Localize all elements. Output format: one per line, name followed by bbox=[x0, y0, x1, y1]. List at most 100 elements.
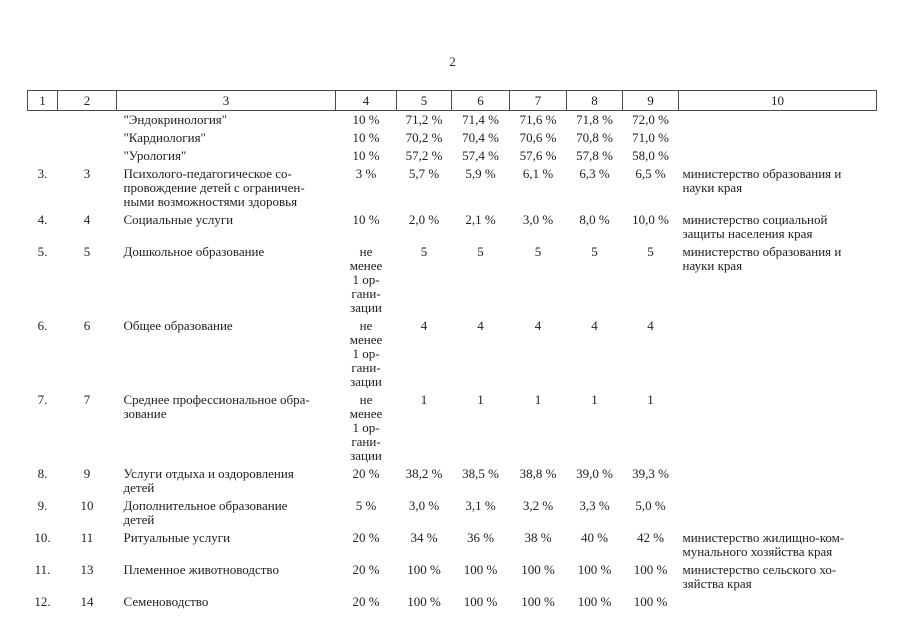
cell-c1 bbox=[28, 129, 58, 147]
cell-c5: 57,2 % bbox=[405, 148, 443, 163]
cell-c6: 38,5 % bbox=[462, 466, 499, 481]
cell-c4: не менее 1 ор- гани- зации bbox=[349, 392, 383, 463]
cell-c4: 3 % bbox=[355, 166, 377, 181]
cell-c6: 1 bbox=[477, 392, 484, 407]
table-row: "Кардиология" 10 % 70,2 % 70,4 % 70,6 % 70,8 … bbox=[28, 129, 877, 147]
cell-c1: 7. bbox=[37, 392, 48, 407]
header-cell-2: 2 bbox=[57, 90, 117, 111]
cell-c9: 5 bbox=[647, 244, 654, 259]
cell-c10 bbox=[679, 391, 877, 465]
cell-c8: 70,8 % bbox=[576, 130, 613, 145]
cell-c4: 5 % bbox=[355, 498, 377, 513]
cell-c1 bbox=[28, 111, 58, 130]
table-row: 9. 10 Дополнительное образование детей 5 % 3… bbox=[28, 497, 877, 529]
cell-c7: 100 % bbox=[521, 562, 555, 577]
cell-c7: 1 bbox=[534, 392, 542, 407]
cell-c9: 42 % bbox=[636, 530, 665, 545]
cell-c8: 57,8 % bbox=[576, 148, 613, 163]
cell-c8: 71,8 % bbox=[576, 112, 613, 127]
cell-c6: 2,1 % bbox=[465, 212, 496, 227]
cell-c8: 100 % bbox=[577, 594, 612, 609]
cell-c6: 36 % bbox=[466, 530, 495, 545]
table-row: 5. 5 Дошкольное образование не менее 1 ор- … bbox=[28, 243, 877, 317]
cell-c1: 10. bbox=[34, 530, 51, 545]
cell-c1: 12. bbox=[34, 594, 51, 609]
header-cell-5: 5 bbox=[396, 90, 452, 111]
cell-c5: 5,7 % bbox=[408, 166, 440, 181]
cell-c10: министерство жилищно-ком- мунального хоз… bbox=[682, 530, 845, 559]
cell-c10 bbox=[679, 593, 877, 611]
cell-c5: 70,2 % bbox=[405, 130, 443, 145]
cell-c7: 57,6 % bbox=[519, 148, 557, 163]
cell-c10 bbox=[679, 111, 877, 130]
cell-c8: 1 bbox=[591, 392, 598, 407]
cell-c3: Среднее профессиональное обра- зование bbox=[123, 392, 310, 421]
cell-c1: 4. bbox=[37, 212, 48, 227]
cell-c10: министерство образования и науки края bbox=[682, 244, 842, 273]
cell-c5: 100 % bbox=[407, 562, 441, 577]
cell-c8: 4 bbox=[591, 318, 598, 333]
cell-c4: 10 % bbox=[352, 148, 380, 163]
cell-c9: 4 bbox=[647, 318, 654, 333]
cell-c3: "Кардиология" bbox=[123, 130, 206, 145]
cell-c10 bbox=[679, 317, 877, 391]
cell-c8: 8,0 % bbox=[579, 212, 610, 227]
cell-c1: 5. bbox=[37, 244, 48, 259]
header-row: 1 2 3 4 5 6 7 8 9 10 bbox=[27, 90, 877, 111]
cell-c5: 3,0 % bbox=[408, 498, 440, 513]
cell-c5: 34 % bbox=[410, 530, 438, 545]
data-table: 1 2 3 4 5 6 7 8 9 10 "Эндокринология" 10 % 71,2 % 71… bbox=[27, 90, 877, 611]
header-cell-6: 6 bbox=[451, 90, 510, 111]
table-row: 10. 11 Ритуальные услуги 20 % 34 % 36 % 38 % 40… bbox=[28, 529, 877, 561]
cell-c2: 9 bbox=[83, 466, 91, 481]
cell-c4: не менее 1 ор- гани- зации bbox=[349, 244, 383, 315]
cell-c2: 5 bbox=[83, 244, 91, 259]
cell-c7: 4 bbox=[534, 318, 542, 333]
cell-c9: 6,5 % bbox=[635, 166, 666, 181]
cell-c1: 3. bbox=[37, 166, 48, 181]
cell-c4: 20 % bbox=[352, 466, 380, 481]
cell-c3: "Эндокринология" bbox=[123, 112, 228, 127]
cell-c3: Племенное животноводство bbox=[123, 562, 279, 577]
cell-c10: министерство социальной защиты населения… bbox=[682, 212, 828, 241]
cell-c2: 4 bbox=[83, 212, 91, 227]
cell-c7: 100 % bbox=[521, 594, 555, 609]
cell-c4: не менее 1 ор- гани- зации bbox=[349, 318, 383, 389]
cell-c8: 39,0 % bbox=[576, 466, 613, 481]
table-row: "Урология" 10 % 57,2 % 57,4 % 57,6 % 57,8 % 58… bbox=[28, 147, 877, 165]
table-body: "Эндокринология" 10 % 71,2 % 71,4 % 71,6 % 71… bbox=[28, 111, 877, 612]
cell-c4: 10 % bbox=[352, 130, 380, 145]
cell-c7: 71,6 % bbox=[519, 112, 557, 127]
cell-c4: 20 % bbox=[352, 594, 380, 609]
cell-c7: 70,6 % bbox=[519, 130, 557, 145]
cell-c2 bbox=[58, 129, 117, 147]
table-row: 12. 14 Семеноводство 20 % 100 % 100 % 100 % 100… bbox=[28, 593, 877, 611]
cell-c8: 40 % bbox=[580, 530, 609, 545]
cell-c4: 20 % bbox=[352, 562, 380, 577]
cell-c7: 38 % bbox=[524, 530, 552, 545]
cell-c10 bbox=[679, 129, 877, 147]
cell-c7: 5 bbox=[534, 244, 542, 259]
table-row: 11. 13 Племенное животноводство 20 % 100 % 10… bbox=[28, 561, 877, 593]
cell-c9: 1 bbox=[647, 392, 654, 407]
cell-c2: 3 bbox=[83, 166, 91, 181]
cell-c3: Услуги отдыха и оздоровления детей bbox=[123, 466, 294, 495]
cell-c6: 57,4 % bbox=[462, 148, 499, 163]
header-cell-4: 4 bbox=[335, 90, 397, 111]
cell-c3: Ритуальные услуги bbox=[123, 530, 231, 545]
table-row: 8. 9 Услуги отдыха и оздоровления детей 20 … bbox=[28, 465, 877, 497]
header-cell-8: 8 bbox=[566, 90, 623, 111]
cell-c8: 6,3 % bbox=[579, 166, 610, 181]
cell-c6: 100 % bbox=[463, 562, 498, 577]
table-row: 7. 7 Среднее профессиональное обра- зовани… bbox=[28, 391, 877, 465]
cell-c9: 5,0 % bbox=[635, 498, 666, 513]
cell-c7: 38,8 % bbox=[519, 466, 557, 481]
table-row: 6. 6 Общее образование не менее 1 ор- гани-… bbox=[28, 317, 877, 391]
cell-c10: министерство образования и науки края bbox=[682, 166, 842, 195]
cell-c2: 10 bbox=[80, 498, 94, 513]
cell-c2: 7 bbox=[83, 392, 91, 407]
cell-c8: 5 bbox=[591, 244, 598, 259]
cell-c6: 5,9 % bbox=[465, 166, 496, 181]
cell-c6: 100 % bbox=[463, 594, 498, 609]
cell-c3: Дополнительное образование детей bbox=[123, 498, 288, 527]
